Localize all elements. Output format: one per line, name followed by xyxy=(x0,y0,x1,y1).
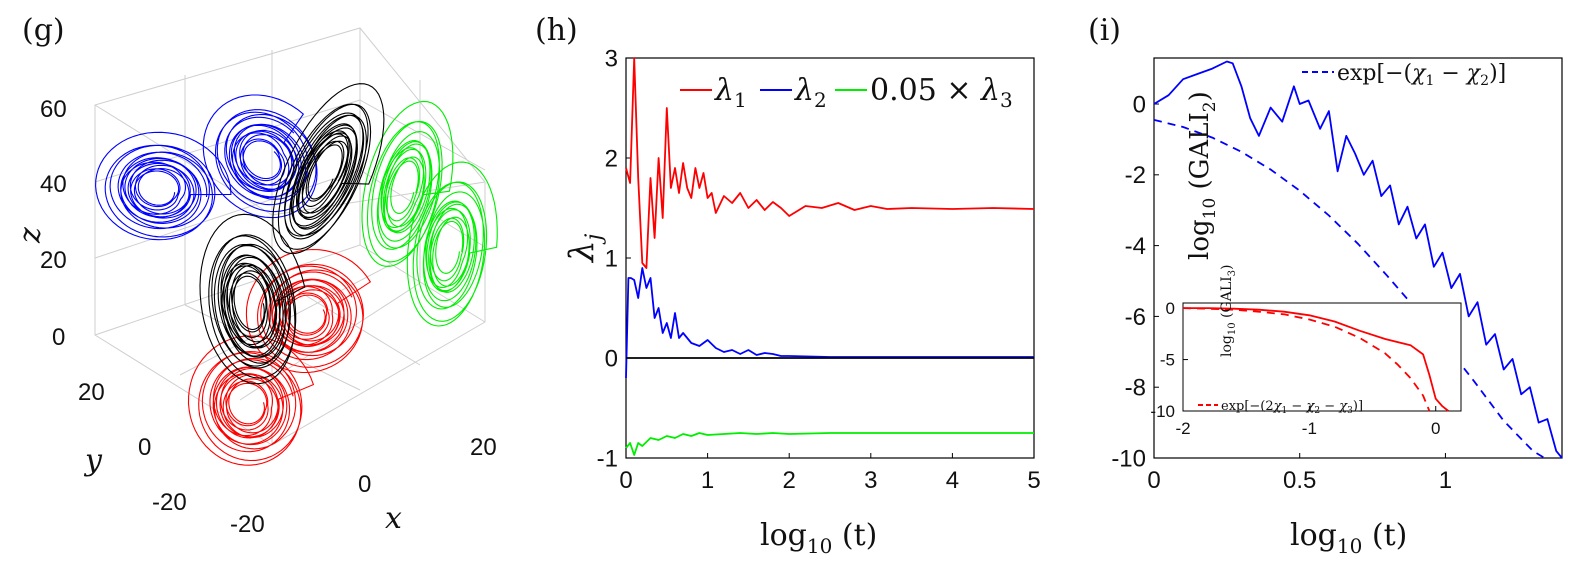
y-tick-label: 2 xyxy=(605,145,618,172)
x-tick-label: 0 xyxy=(1431,419,1440,438)
x-tick-label: 2 xyxy=(783,467,796,494)
x-tick-label: -2 xyxy=(1175,419,1190,438)
panel-g-x-axis-label: x xyxy=(385,501,402,536)
x-tick-label: 1 xyxy=(1439,467,1452,494)
attractor-green-lobe-lower xyxy=(406,161,498,327)
x-tick-label: 5 xyxy=(1027,467,1040,494)
panel-h-legend: λ1 λ2 0.05 × λ3 xyxy=(680,73,1013,112)
y-tick-label: -5 xyxy=(1160,351,1175,370)
panel-i-inset: -10-50 -2 -1 0 log10 (GALI3) exp[−(2χ1 − χ… xyxy=(1150,265,1462,438)
inset-y-ticks: -10 -5 0 xyxy=(1150,299,1188,421)
y-tick-label: 0 xyxy=(1166,299,1175,318)
legend-label-lambda2: λ2 xyxy=(794,73,827,112)
panel-i-label: (i) xyxy=(1088,13,1121,48)
series-line--1 xyxy=(625,57,1035,269)
y-tick-label: -6 xyxy=(1125,304,1146,331)
panel-g-y-axis-label: y xyxy=(83,443,103,478)
panel-g-x-ticks: -20 0 20 xyxy=(230,434,497,538)
y-tick-label: 0 xyxy=(138,434,151,461)
panel-i-legend: exp[−(χ1 − χ2)] xyxy=(1302,61,1506,89)
panel-h-axes-box xyxy=(625,57,1035,459)
y-tick-label: -1 xyxy=(597,445,618,472)
x-tick-label: -20 xyxy=(230,511,265,538)
x-tick-label: 1 xyxy=(701,467,714,494)
series-line--2 xyxy=(625,267,1034,379)
panel-i-gali: (i) -10-8-6-4-20 0 0.5 1 log10 (GALI2) log… xyxy=(1088,13,1563,558)
panel-g-label: (g) xyxy=(22,13,65,48)
panel-h-series xyxy=(625,57,1035,456)
y-tick-label: 0 xyxy=(605,345,618,372)
panel-i-x-axis-label: log10 (t) xyxy=(1290,518,1407,558)
z-tick-label: 60 xyxy=(40,96,67,123)
y-tick-label: -4 xyxy=(1125,233,1146,260)
panel-h-y-axis-label: λj xyxy=(562,233,607,264)
y-tick-label: 1 xyxy=(605,245,618,272)
x-tick-label: 4 xyxy=(946,467,959,494)
inset-axes-box xyxy=(1182,302,1462,412)
panel-i-x-ticks: 0 0.5 1 xyxy=(1147,453,1452,494)
inset-legend-label: exp[−(2χ1 − χ2 − χ3)] xyxy=(1221,399,1363,416)
inset-x-ticks: -2 -1 0 xyxy=(1175,406,1440,438)
attractor-red-lobe-upper xyxy=(245,248,372,374)
inset-series xyxy=(1182,307,1449,412)
y-tick-label: -10 xyxy=(1111,445,1146,472)
panel-i-series xyxy=(1153,60,1563,459)
legend-label-lambda1: λ1 xyxy=(714,73,747,112)
x-tick-label: 0 xyxy=(619,467,632,494)
panel-h-label: (h) xyxy=(535,13,578,48)
attractor-black-lobe-upper xyxy=(272,83,385,255)
y-tick-label: 0 xyxy=(1133,91,1146,118)
x-tick-label: 20 xyxy=(470,434,497,461)
panel-g-attractor-curves xyxy=(95,83,498,466)
series-line-exp-1-2- xyxy=(1153,119,1545,459)
y-tick-label: 20 xyxy=(78,379,105,406)
legend-label-exp: exp[−(χ1 − χ2)] xyxy=(1337,61,1506,89)
panel-i-axes-box xyxy=(1153,57,1563,459)
y-tick-label: -8 xyxy=(1125,375,1146,402)
legend-label-lambda3: 0.05 × λ3 xyxy=(870,73,1013,112)
series-line-gali2 xyxy=(1153,60,1563,459)
panel-g-3d-attractor: (g) 0 20 40 xyxy=(13,13,498,538)
panel-g-y-ticks: -20 0 20 xyxy=(78,379,187,516)
y-tick-label: -10 xyxy=(1150,402,1175,421)
panel-g-z-axis-label: z xyxy=(13,227,48,244)
z-tick-label: 0 xyxy=(52,324,65,351)
attractor-red-lobe-lower xyxy=(187,335,315,466)
attractor-blue-lobe-left xyxy=(95,131,232,241)
z-tick-label: 40 xyxy=(40,171,67,198)
attractor-black-lobe-lower xyxy=(199,213,306,385)
x-tick-label: 3 xyxy=(864,467,877,494)
panel-h-x-ticks: 0 1 2 3 4 5 xyxy=(619,453,1041,494)
y-tick-label: -2 xyxy=(1125,162,1146,189)
x-tick-label: 0.5 xyxy=(1283,467,1316,494)
y-tick-label: -20 xyxy=(152,489,187,516)
panel-h-x-axis-label: log10 (t) xyxy=(760,518,877,558)
series-line-0-05-3 xyxy=(625,432,1034,456)
x-tick-label: 0 xyxy=(358,471,371,498)
y-tick-label: 3 xyxy=(605,45,618,72)
x-tick-label: -1 xyxy=(1302,419,1317,438)
panel-h-y-ticks: -1 0 1 2 3 xyxy=(597,45,631,472)
panel-g-z-ticks: 0 20 40 60 xyxy=(40,96,67,351)
series-line-gali3 xyxy=(1183,307,1449,412)
panel-i-y-axis-label: log10 (GALI2) xyxy=(1185,91,1220,260)
panel-i-y-ticks: -10 -8 -6 -4 -2 0 xyxy=(1111,91,1159,472)
x-tick-label: 0 xyxy=(1147,467,1160,494)
z-tick-label: 20 xyxy=(40,247,67,274)
